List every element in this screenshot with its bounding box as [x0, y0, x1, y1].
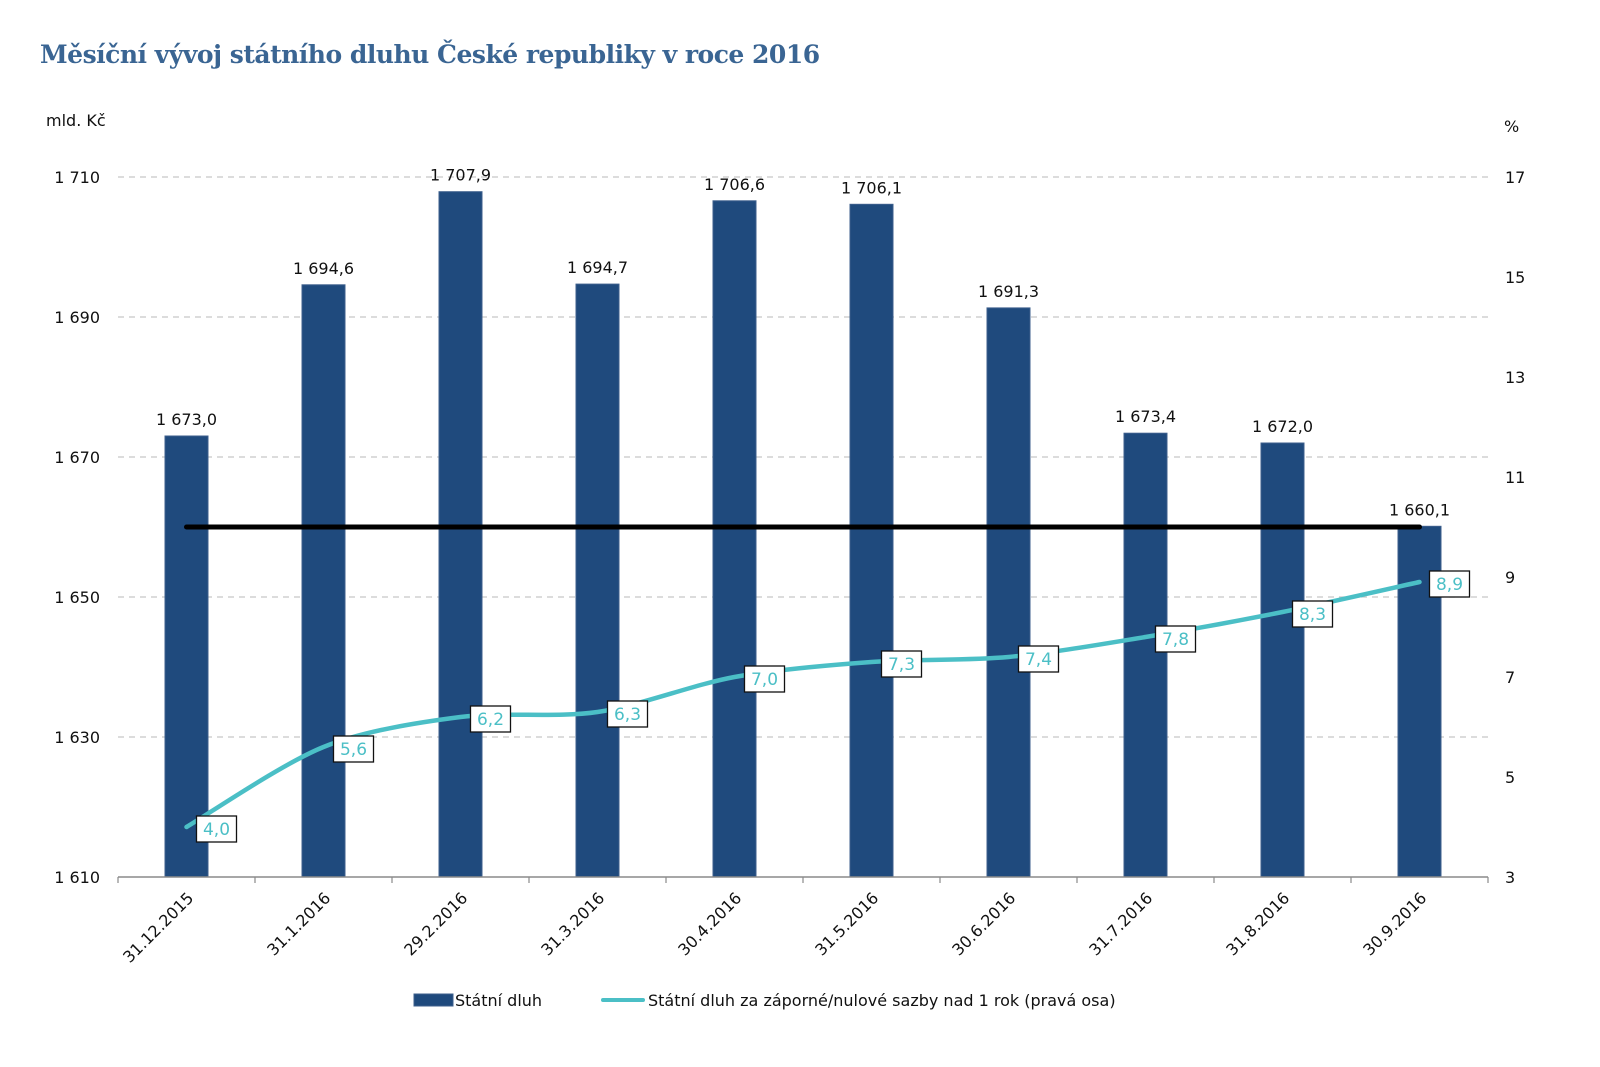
left-axis-tick-label: 1 710: [54, 168, 100, 187]
bar-value-label: 1 673,4: [1115, 407, 1176, 426]
line-value-label: 8,3: [1291, 600, 1334, 628]
right-axis-tick-label: 3: [1505, 868, 1515, 887]
bar-value-label: 1 694,7: [567, 258, 628, 277]
line-value-label: 4,0: [195, 815, 238, 843]
left-axis-tick-label: 1 650: [54, 588, 100, 607]
right-axis-tick-label: 17: [1505, 168, 1525, 187]
bar: [301, 284, 346, 878]
line-value-label: 8,9: [1428, 570, 1471, 598]
bar: [849, 203, 894, 878]
line-value-label-box: [1154, 625, 1197, 653]
line-value-label: 6,2: [469, 705, 512, 733]
left-axis-tick-label: 1 630: [54, 728, 100, 747]
x-axis-tick-label: 30.6.2016: [948, 888, 1019, 959]
bar-value-label: 1 706,1: [841, 178, 902, 197]
chart-title: Měsíční vývoj státního dluhu České repub…: [40, 40, 820, 69]
x-axis-tick-label: 30.9.2016: [1359, 888, 1430, 959]
bar: [575, 283, 620, 878]
x-axis-tick-label: 30.4.2016: [674, 888, 745, 959]
legend: Státní dluh Státní dluh za záporné/nulov…: [413, 991, 1116, 1010]
line-value-label-text: 8,3: [1299, 605, 1326, 625]
bar: [712, 200, 757, 878]
line-value-label-text: 8,9: [1436, 575, 1463, 595]
bar-value-label: 1 706,6: [704, 175, 765, 194]
line-value-label-box: [195, 815, 238, 843]
line-value-label: 7,3: [880, 650, 923, 678]
left-axis-title: mld. Kč: [46, 111, 106, 130]
x-axis-tick-label: 31.5.2016: [811, 888, 882, 959]
right-axis-tick-label: 15: [1505, 268, 1525, 287]
legend-label-line: Státní dluh za záporné/nulové sazby nad …: [648, 991, 1116, 1010]
right-axis-tick-label: 5: [1505, 768, 1515, 787]
right-axis-tick-label: 9: [1505, 568, 1515, 587]
x-axis-tick-label: 31.1.2016: [263, 888, 334, 959]
line-value-label-text: 7,3: [888, 655, 915, 675]
line-value-label: 5,6: [332, 735, 375, 763]
right-axis-tick-label: 13: [1505, 368, 1525, 387]
left-axis-tick-label: 1 670: [54, 448, 100, 467]
line-value-label-box: [606, 700, 649, 728]
left-axis-tick-label: 1 690: [54, 308, 100, 327]
bar-value-label: 1 691,3: [978, 282, 1039, 301]
line-value-label-box: [332, 735, 375, 763]
line-value-label-box: [1017, 645, 1060, 673]
line-value-label-text: 7,0: [751, 670, 778, 690]
right-axis-tick-label: 7: [1505, 668, 1515, 687]
line-value-label-box: [469, 705, 512, 733]
bar: [1260, 442, 1305, 878]
bar-value-label: 1 672,0: [1252, 417, 1313, 436]
line-value-label-box: [1428, 570, 1471, 598]
legend-swatch-bar: [413, 993, 454, 1007]
right-axis-title: %: [1504, 117, 1519, 136]
right-axis-tick-label: 11: [1505, 468, 1525, 487]
line-value-label-text: 6,3: [614, 705, 641, 725]
bar-value-label: 1 673,0: [156, 410, 217, 429]
line-value-label-text: 7,4: [1025, 650, 1052, 670]
x-axis-tick-label: 31.8.2016: [1222, 888, 1293, 959]
x-axis-tick-label: 31.12.2015: [119, 888, 197, 966]
line-value-label: 7,8: [1154, 625, 1197, 653]
x-axis-tick-label: 31.3.2016: [537, 888, 608, 959]
bar-value-label: 1 707,9: [430, 166, 491, 185]
bar-value-label: 1 660,1: [1389, 500, 1450, 519]
bar: [986, 307, 1031, 878]
left-axis-tick-label: 1 610: [54, 868, 100, 887]
bar: [164, 435, 209, 878]
bar: [438, 191, 483, 878]
line-value-label-box: [743, 665, 786, 693]
x-axis-tick-label: 29.2.2016: [400, 888, 471, 959]
line-value-label-text: 4,0: [203, 820, 230, 840]
line-value-label-text: 7,8: [1162, 630, 1189, 650]
line-value-label: 7,0: [743, 665, 786, 693]
x-axis-tick-label: 31.7.2016: [1085, 888, 1156, 959]
line-value-label-text: 5,6: [340, 740, 367, 760]
legend-label-bar: Státní dluh: [455, 991, 542, 1010]
bar: [1123, 432, 1168, 878]
line-series: [184, 579, 1422, 830]
line-value-label: 6,3: [606, 700, 649, 728]
line-value-label-text: 6,2: [477, 710, 504, 730]
line-value-label-box: [880, 650, 923, 678]
line-value-label-box: [1291, 600, 1334, 628]
bar-value-label: 1 694,6: [293, 259, 354, 278]
line-value-label: 7,4: [1017, 645, 1060, 673]
